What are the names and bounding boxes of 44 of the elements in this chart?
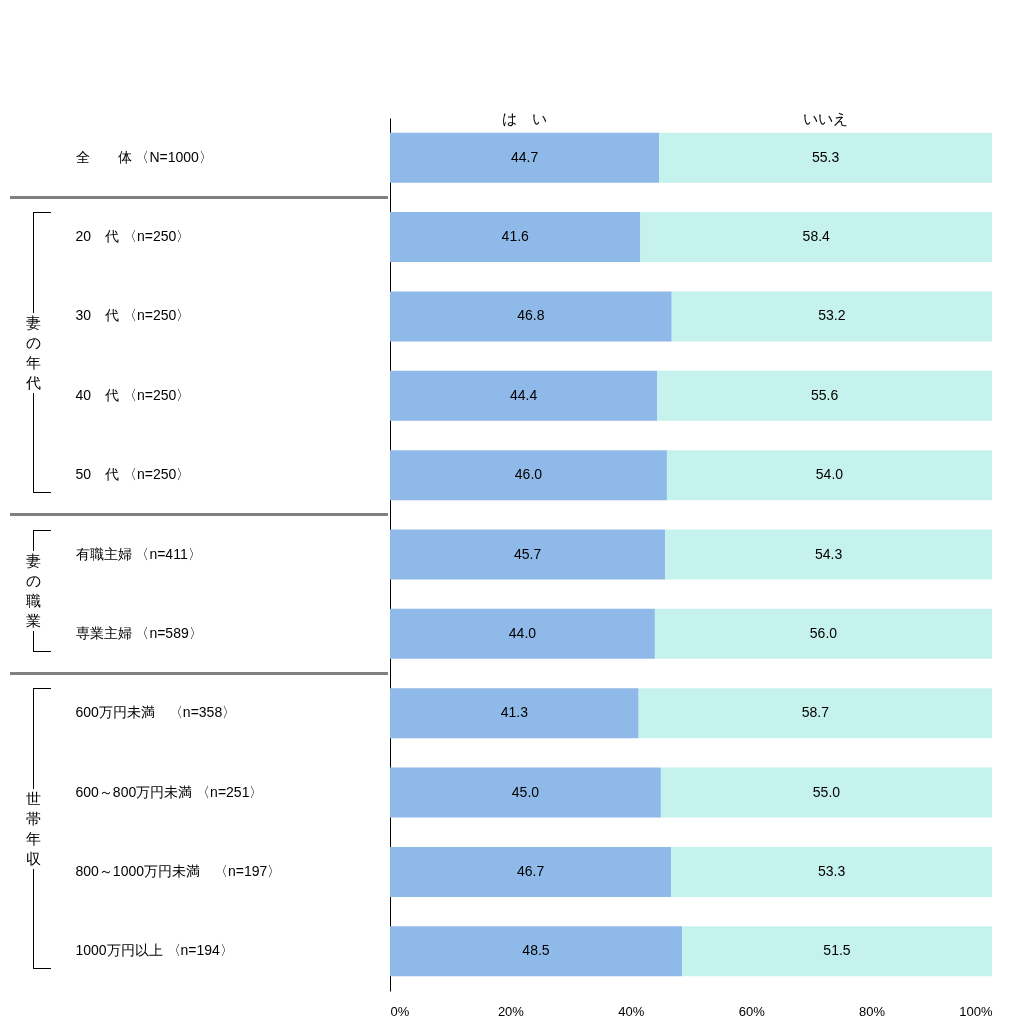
data-label: 48.5 (522, 942, 550, 959)
data-label: 45.7 (513, 545, 542, 562)
data-label: 46.8 (517, 307, 545, 324)
x-tick-label: 100% (959, 1003, 993, 1019)
text: 妻の年代 (24, 312, 42, 393)
data-label: 44.7 (510, 148, 539, 165)
y-tick-label: 600万円未満 〈n=358〉 (75, 704, 237, 721)
x-tick-label: 60% (738, 1003, 766, 1019)
y-tick-label: 600～800万円未満 〈n=251〉 (75, 783, 264, 800)
x-tick-label: 40% (618, 1003, 645, 1019)
data-label: 44.4 (510, 386, 538, 403)
y-tick-label: 50 代 〈n=250〉 (75, 466, 191, 483)
data-label: 55.0 (812, 783, 841, 800)
data-label: 56.0 (809, 624, 838, 641)
y-tick-label: 全 体 〈N=1000〉 (75, 148, 213, 165)
x-tick-label: 0% (390, 1003, 410, 1019)
data-label: 41.3 (500, 704, 529, 721)
data-label: 58.7 (801, 704, 830, 721)
series-label: は い (502, 110, 548, 129)
data-label: 53.2 (818, 307, 846, 324)
data-label: 46.7 (516, 862, 545, 879)
text: 妻の職業 (24, 550, 42, 631)
text: 世帯年収 (24, 788, 42, 869)
y-tick-label: 有職主婦 〈n=411〉 (75, 545, 202, 562)
data-label: 55.6 (811, 386, 839, 403)
y-tick-label: 30 代 〈n=250〉 (75, 307, 191, 324)
data-label: 54.0 (815, 466, 844, 483)
data-label: 55.3 (811, 148, 840, 165)
x-tick-label: 20% (497, 1003, 525, 1019)
data-label: 51.5 (823, 942, 851, 959)
data-label: 53.3 (817, 862, 846, 879)
data-label: 46.0 (514, 466, 543, 483)
data-label: 58.4 (802, 228, 831, 245)
y-tick-label: 1000万円以上 〈n=194〉 (75, 942, 234, 959)
data-label: 44.0 (508, 624, 537, 641)
y-tick-label: 40 代 〈n=250〉 (75, 386, 191, 403)
series-label: いいえ (803, 110, 849, 129)
y-tick-label: 専業主婦 〈n=589〉 (75, 624, 203, 641)
data-label: 41.6 (501, 228, 530, 245)
data-label: 54.3 (814, 545, 843, 562)
x-tick-label: 80% (859, 1003, 886, 1019)
y-tick-label: 20 代 〈n=250〉 (75, 228, 191, 245)
y-tick-label: 800～1000万円未満 〈n=197〉 (75, 862, 282, 879)
data-label: 45.0 (511, 783, 540, 800)
